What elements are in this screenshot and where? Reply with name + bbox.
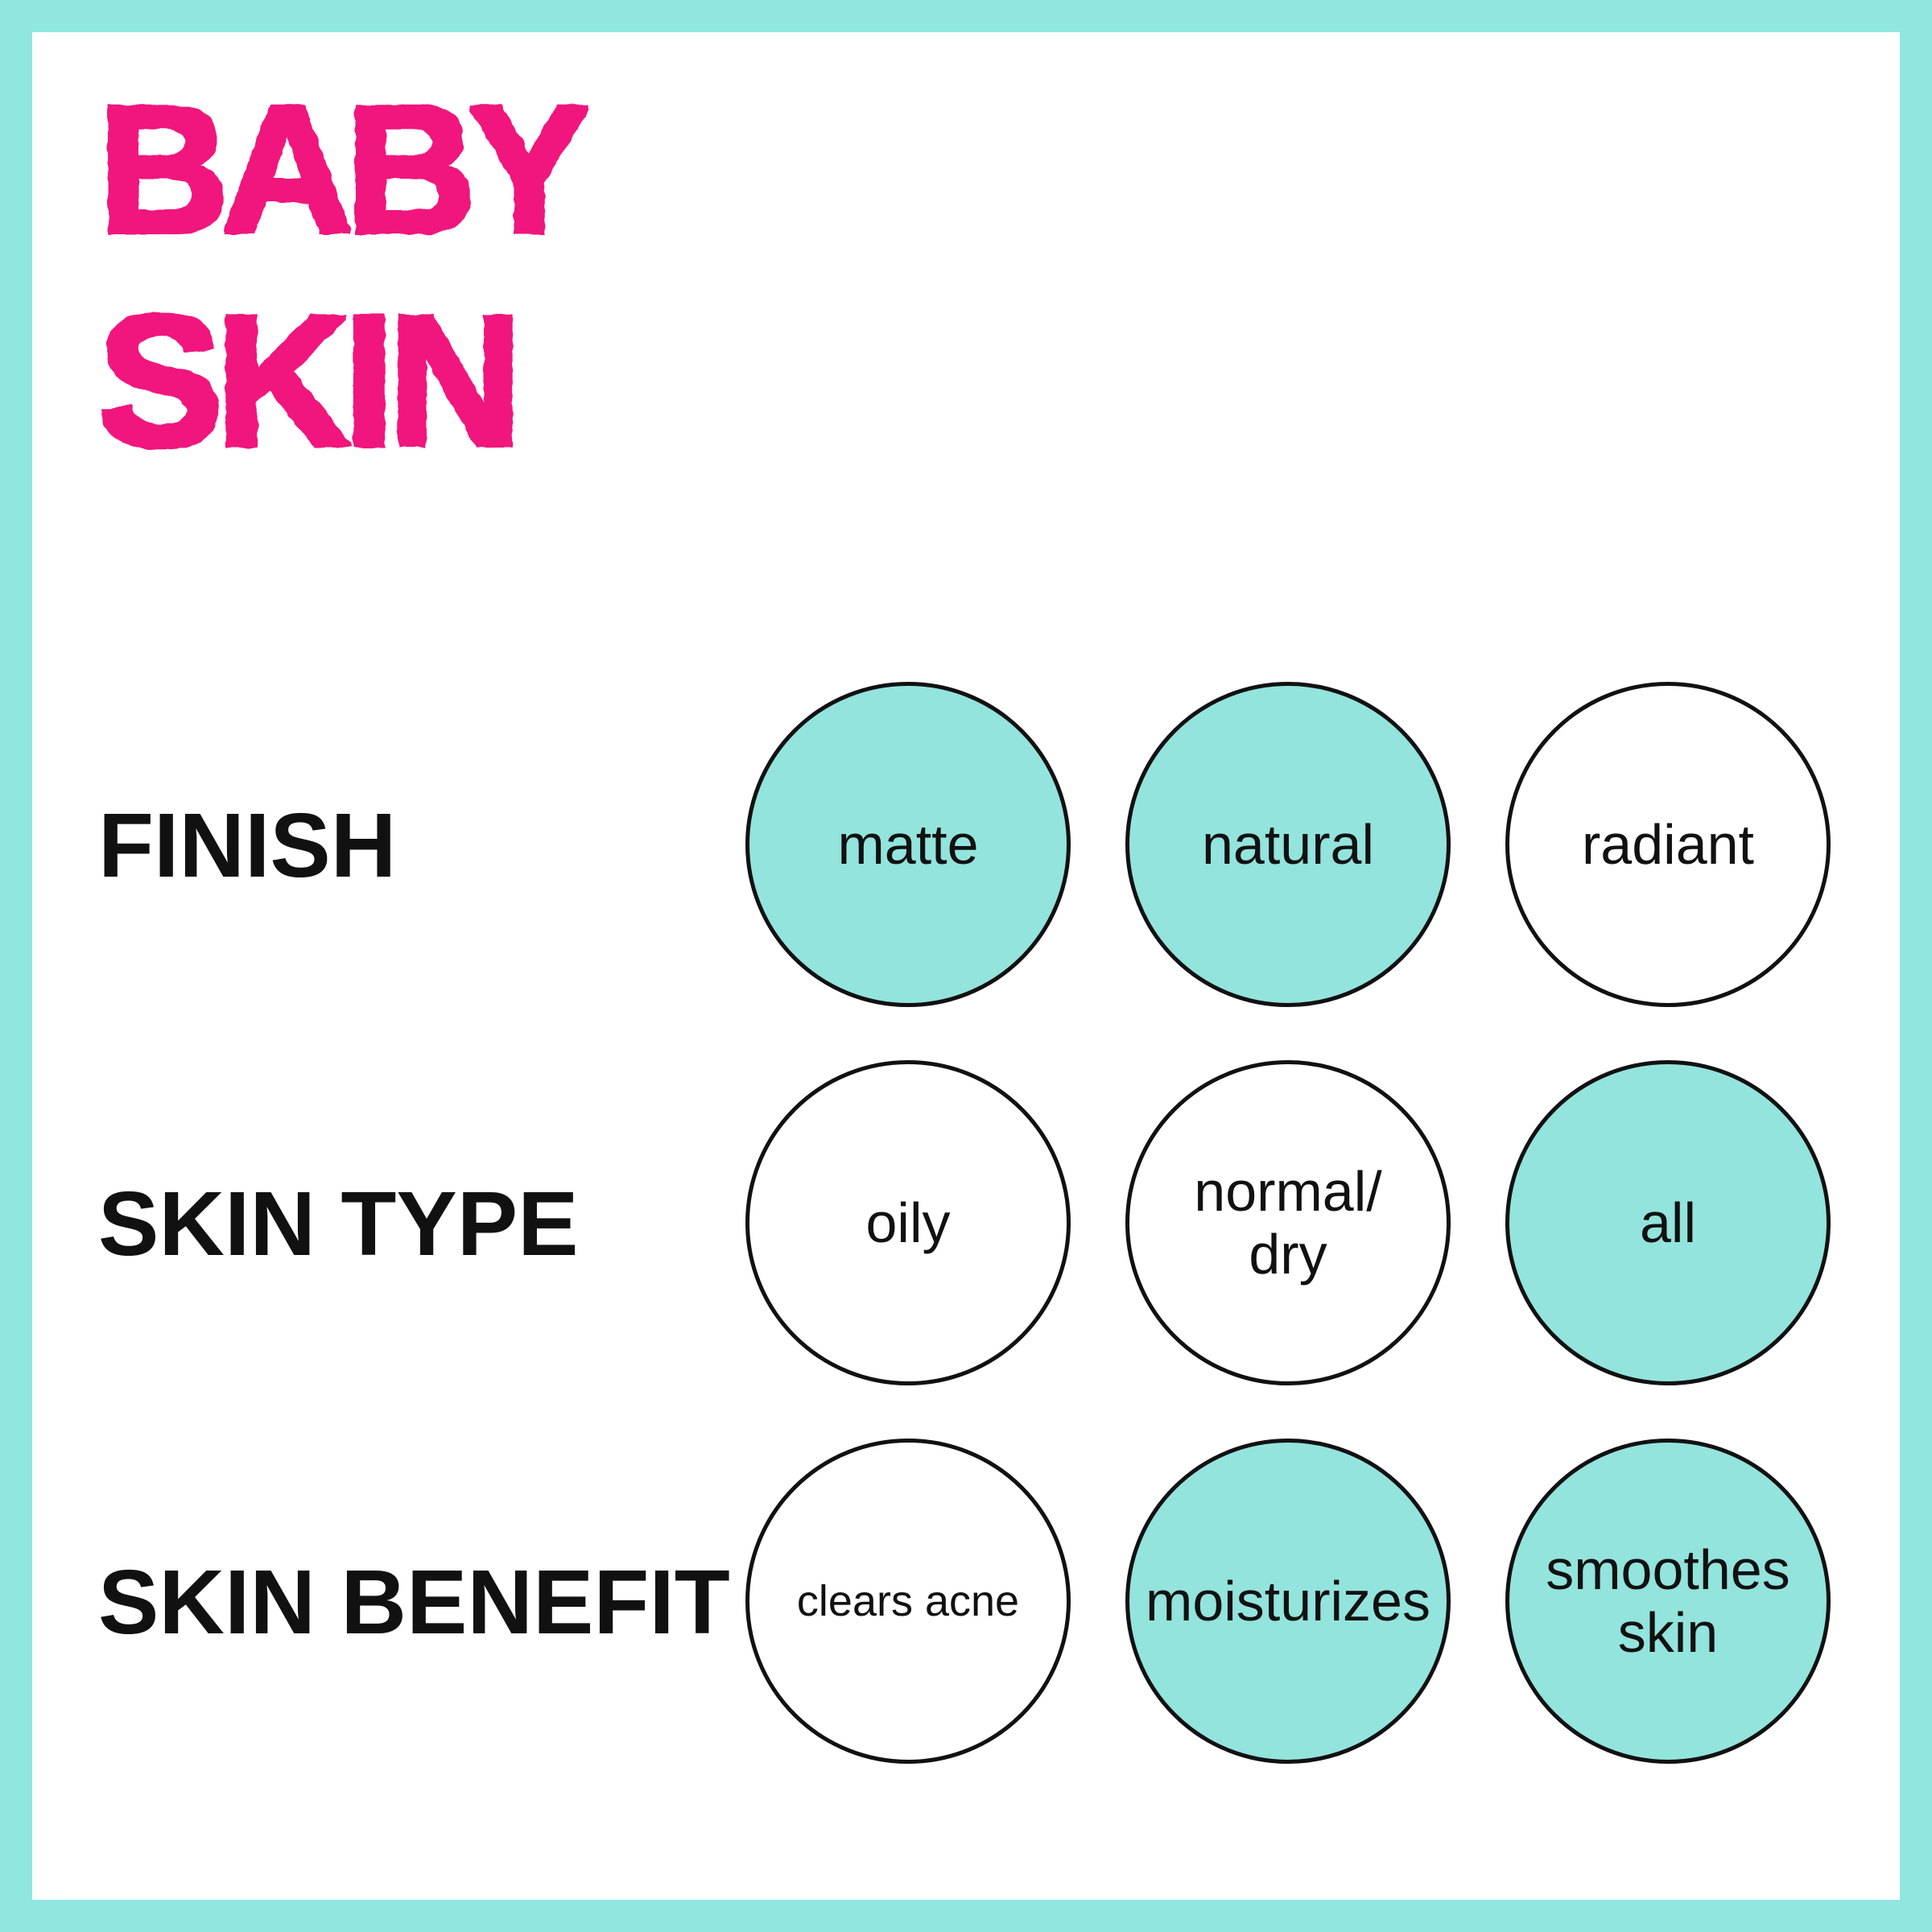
svg-text:BABY: BABY [98, 68, 587, 270]
svg-text:SKIN: SKIN [98, 277, 515, 485]
